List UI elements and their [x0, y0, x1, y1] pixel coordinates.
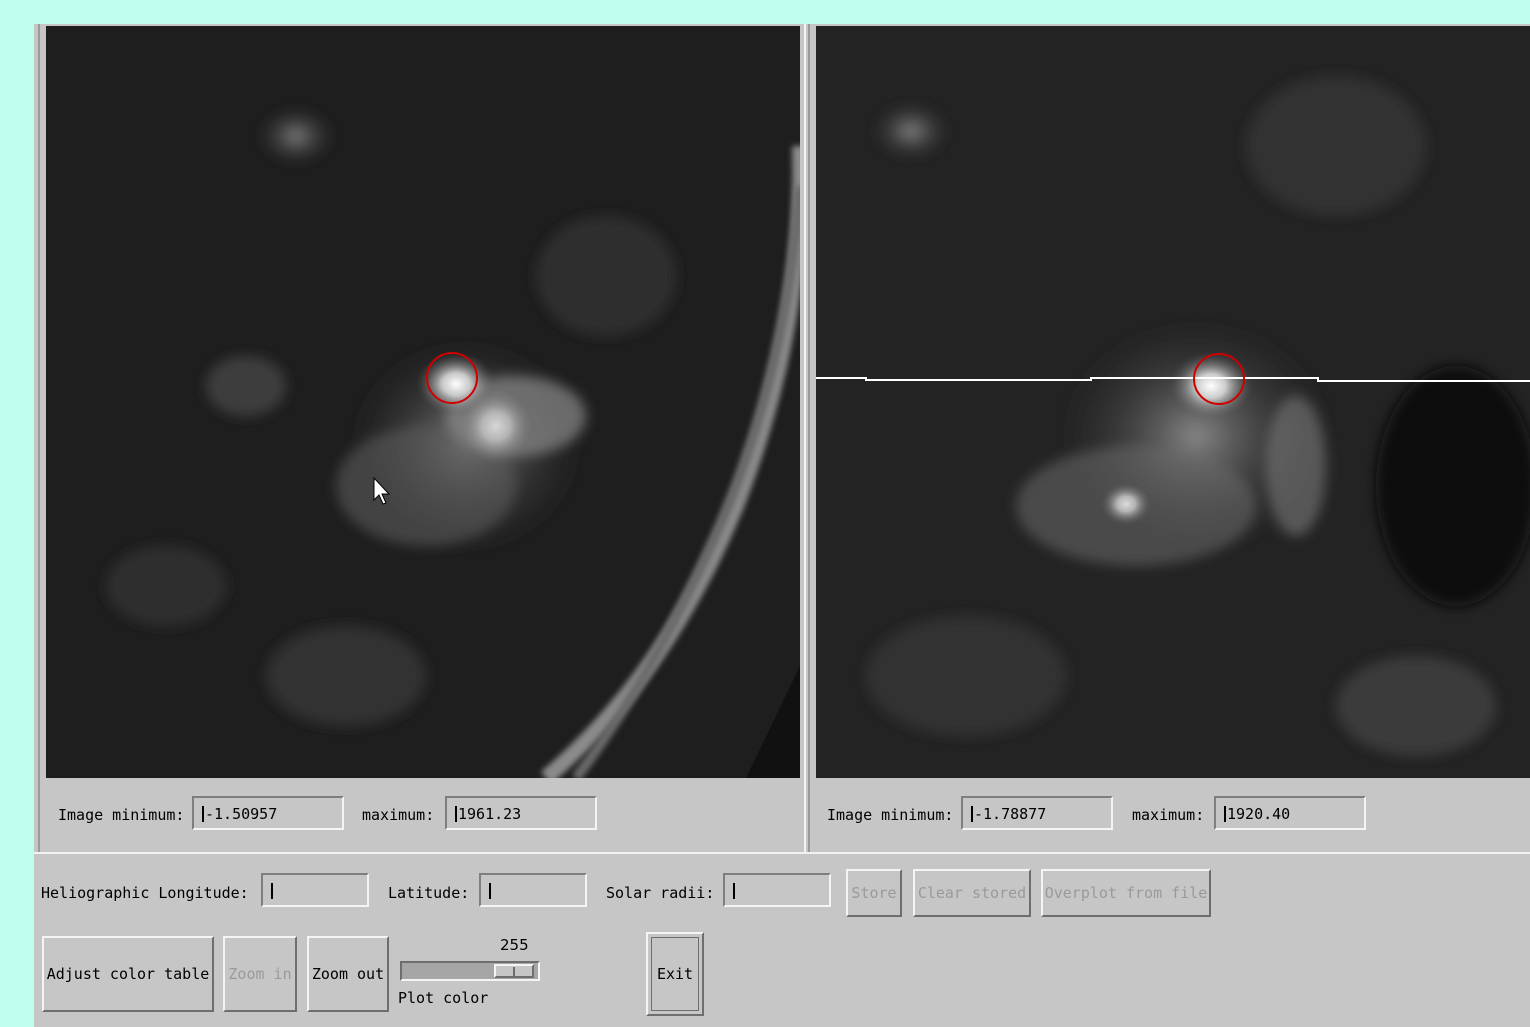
longitude-field[interactable]: [261, 873, 369, 907]
zoom-in-button[interactable]: Zoom in: [223, 936, 297, 1012]
text-caret-icon: [1224, 806, 1226, 822]
overplot-from-file-button[interactable]: Overplot from file: [1041, 869, 1211, 917]
image-maximum-label: maximum:: [362, 806, 435, 824]
left-solar-image[interactable]: [46, 26, 800, 778]
image-minimum-value: -1.78877: [974, 805, 1047, 823]
plot-color-label: Plot color: [398, 989, 489, 1007]
store-button[interactable]: Store: [846, 869, 902, 917]
text-caret-icon: [489, 883, 491, 899]
left-image-panel: Image minimum: -1.50957 maximum: 1961.23: [38, 24, 806, 852]
plot-color-value: 255: [500, 936, 529, 954]
divider: [34, 852, 1530, 854]
text-caret-icon: [733, 883, 735, 899]
text-caret-icon: [455, 806, 457, 822]
right-image-range-row: Image minimum: -1.78877 maximum: 1920.40: [810, 794, 1530, 834]
image-maximum-value: 1920.40: [1227, 805, 1291, 823]
image-maximum-field[interactable]: 1961.23: [445, 796, 597, 830]
image-minimum-field[interactable]: -1.50957: [192, 796, 344, 830]
image-minimum-label: Image minimum:: [827, 806, 954, 824]
text-caret-icon: [971, 806, 973, 822]
zoom-out-button[interactable]: Zoom out: [307, 936, 389, 1012]
exit-button[interactable]: Exit: [646, 932, 704, 1016]
image-minimum-label: Image minimum:: [58, 806, 185, 824]
image-maximum-field[interactable]: 1920.40: [1214, 796, 1366, 830]
text-caret-icon: [271, 883, 273, 899]
longitude-label: Heliographic Longitude:: [41, 884, 249, 902]
app-window: Image minimum: -1.50957 maximum: 1961.23: [34, 24, 1530, 1027]
adjust-color-table-button[interactable]: Adjust color table: [42, 936, 214, 1012]
image-minimum-value: -1.50957: [205, 805, 278, 823]
plot-color-slider-thumb[interactable]: [494, 964, 534, 978]
left-image-range-row: Image minimum: -1.50957 maximum: 1961.23: [40, 794, 804, 834]
image-maximum-label: maximum:: [1132, 806, 1205, 824]
plot-color-slider[interactable]: [400, 961, 540, 981]
latitude-field[interactable]: [479, 873, 587, 907]
clear-stored-button[interactable]: Clear stored: [913, 869, 1031, 917]
latitude-label: Latitude:: [388, 884, 470, 902]
right-image-panel: Image minimum: -1.78877 maximum: 1920.40: [808, 24, 1530, 852]
mouse-pointer-icon: [373, 476, 391, 505]
overplot-line: [816, 377, 1530, 382]
right-marker-circle: [1193, 353, 1245, 405]
left-marker-circle: [426, 352, 478, 404]
image-minimum-field[interactable]: -1.78877: [961, 796, 1113, 830]
image-maximum-value: 1961.23: [458, 805, 522, 823]
solar-radii-label: Solar radii:: [606, 884, 715, 902]
right-solar-image[interactable]: [816, 26, 1530, 778]
solar-radii-field[interactable]: [723, 873, 831, 907]
text-caret-icon: [202, 806, 204, 822]
